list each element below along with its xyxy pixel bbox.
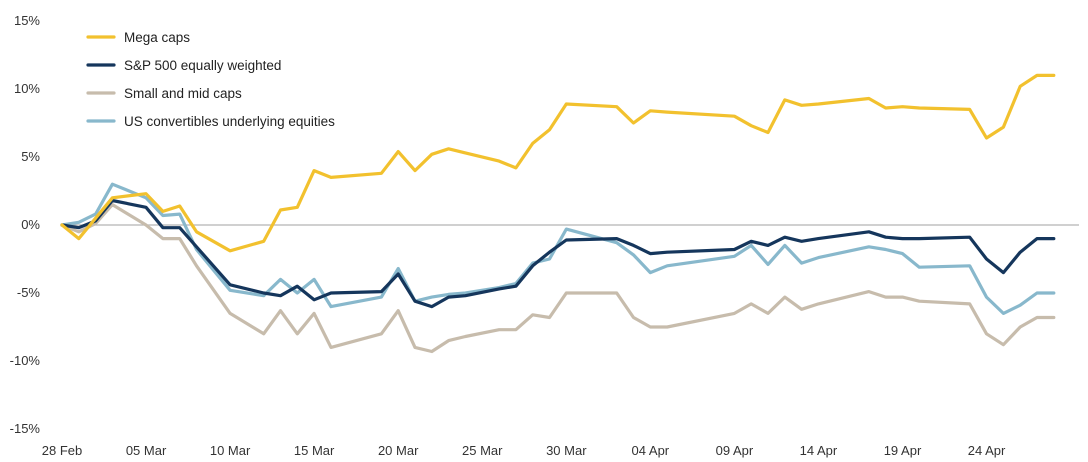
x-tick-label: 09 Apr xyxy=(716,443,754,458)
x-tick-label: 05 Mar xyxy=(126,443,167,458)
x-tick-label: 25 Mar xyxy=(462,443,503,458)
legend-label: Mega caps xyxy=(124,30,190,45)
y-tick-label: -10% xyxy=(10,353,41,368)
series-layer xyxy=(60,73,1056,354)
series-line-0 xyxy=(60,73,1056,253)
x-tick-label: 19 Apr xyxy=(884,443,922,458)
y-tick-label: 0% xyxy=(21,217,40,232)
series-line-2 xyxy=(60,203,1056,354)
x-tick-label: 20 Mar xyxy=(378,443,419,458)
x-tick-label: 15 Mar xyxy=(294,443,335,458)
x-tick-label: 24 Apr xyxy=(968,443,1006,458)
y-axis: 15% 10% 5% 0% -5% -10% -15% xyxy=(10,13,41,436)
legend-label: Small and mid caps xyxy=(124,86,242,101)
legend-label: US convertibles underlying equities xyxy=(124,114,335,129)
y-tick-label: -15% xyxy=(10,421,41,436)
x-tick-label: 10 Mar xyxy=(210,443,251,458)
y-tick-label: -5% xyxy=(17,285,41,300)
x-tick-label: 14 Apr xyxy=(800,443,838,458)
x-tick-label: 30 Mar xyxy=(546,443,587,458)
y-tick-label: 10% xyxy=(14,81,40,96)
series-line-1 xyxy=(60,198,1056,309)
series-line-3 xyxy=(60,182,1056,315)
legend-label: S&P 500 equally weighted xyxy=(124,58,281,73)
x-axis: 28 Feb 05 Mar 10 Mar 15 Mar 20 Mar 25 Mar 30 M… xyxy=(42,443,1006,458)
y-tick-label: 15% xyxy=(14,13,40,28)
x-tick-label: 28 Feb xyxy=(42,443,82,458)
x-tick-label: 04 Apr xyxy=(632,443,670,458)
legend: Mega caps S&P 500 equally weighted Small a… xyxy=(86,30,335,129)
y-tick-label: 5% xyxy=(21,149,40,164)
